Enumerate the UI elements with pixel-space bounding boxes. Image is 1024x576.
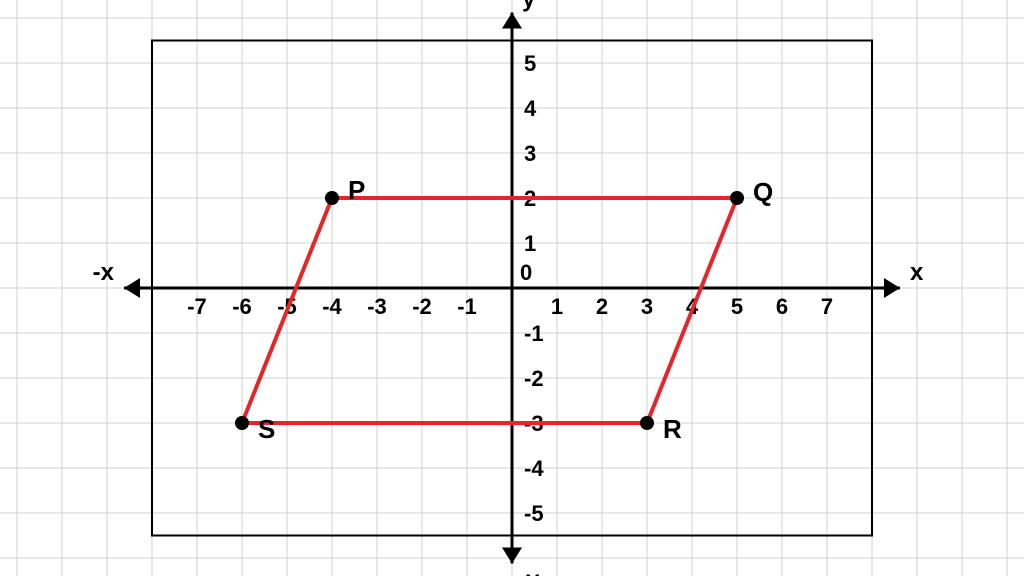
vertex-label-q: Q — [753, 177, 773, 207]
x-tick-label: -7 — [187, 294, 207, 319]
y-tick-label: 3 — [524, 141, 536, 166]
y-tick-label: 1 — [524, 231, 536, 256]
y-tick-label: -4 — [524, 456, 544, 481]
x-tick-label: 1 — [551, 294, 563, 319]
x-tick-label: 6 — [776, 294, 788, 319]
x-tick-label: -6 — [232, 294, 252, 319]
y-tick-label: -2 — [524, 366, 544, 391]
vertex-q — [730, 191, 744, 205]
vertex-r — [640, 416, 654, 430]
vertex-p — [325, 191, 339, 205]
x-tick-label: 7 — [821, 294, 833, 319]
coordinate-plane: x-xy-y0-7-6-5-4-3-2-11234567-5-4-3-2-112… — [0, 0, 1024, 576]
axis-label-y-neg: -y — [518, 567, 540, 576]
x-tick-label: -3 — [367, 294, 387, 319]
vertex-label-s: S — [258, 414, 275, 444]
x-tick-label: -2 — [412, 294, 432, 319]
origin-label: 0 — [520, 260, 532, 285]
y-tick-label: -1 — [524, 321, 544, 346]
x-tick-label: 2 — [596, 294, 608, 319]
vertex-label-p: P — [348, 175, 365, 205]
axis-label-x-neg: -x — [93, 259, 115, 286]
y-tick-label: 5 — [524, 51, 536, 76]
vertex-s — [235, 416, 249, 430]
x-tick-label: -1 — [457, 294, 477, 319]
vertex-label-r: R — [663, 414, 682, 444]
x-tick-label: 3 — [641, 294, 653, 319]
x-tick-label: 5 — [731, 294, 743, 319]
y-tick-label: 4 — [524, 96, 537, 121]
y-tick-label: -5 — [524, 501, 544, 526]
axis-label-x-pos: x — [910, 259, 924, 286]
x-tick-label: -4 — [322, 294, 342, 319]
axis-label-y-pos: y — [522, 0, 536, 13]
